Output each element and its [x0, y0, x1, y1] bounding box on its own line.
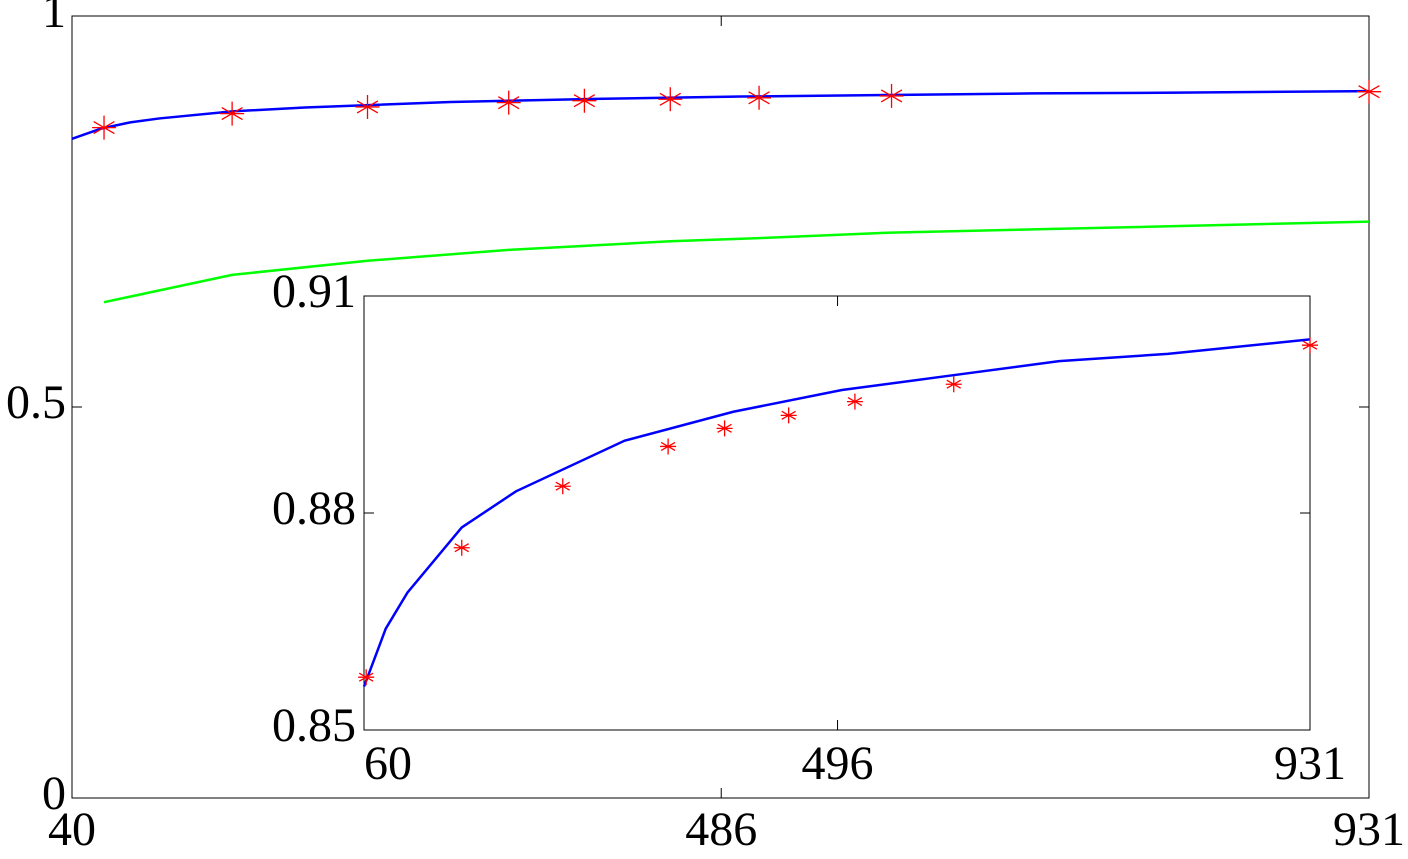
star-marker	[1302, 337, 1318, 354]
plot-area	[363, 295, 1311, 731]
star-marker	[92, 115, 117, 140]
y-tick-label: 0	[42, 767, 66, 820]
star-marker	[358, 669, 375, 686]
star-marker	[572, 88, 597, 113]
x-tick-label: 486	[685, 803, 757, 856]
star-marker	[496, 90, 521, 115]
y-tick-label: 0.85	[272, 699, 356, 752]
x-tick-label: 496	[802, 737, 874, 790]
star-marker	[453, 539, 470, 556]
y-tick-label: 0.91	[272, 265, 356, 318]
star-marker	[846, 393, 863, 410]
star-marker	[660, 438, 677, 455]
star-marker	[780, 407, 797, 424]
star-marker	[716, 420, 733, 437]
star-marker	[945, 376, 962, 393]
data-line	[71, 89, 1370, 140]
star-marker	[220, 101, 245, 126]
star-marker	[1357, 79, 1381, 104]
data-line	[362, 338, 1311, 688]
data-line	[103, 220, 1370, 304]
x-tick-label: 931	[1333, 803, 1405, 856]
star-marker	[554, 478, 571, 495]
y-tick-label: 0.88	[272, 482, 356, 535]
y-tick-label: 1	[42, 0, 66, 38]
x-tick-label: 60	[364, 737, 412, 790]
x-tick-label: 40	[48, 803, 96, 856]
y-tick-label: 0.5	[6, 376, 66, 429]
x-tick-label: 931	[1274, 737, 1346, 790]
star-marker	[747, 85, 772, 110]
star-marker	[355, 94, 380, 119]
star-marker	[658, 87, 683, 112]
star-marker	[879, 83, 904, 108]
